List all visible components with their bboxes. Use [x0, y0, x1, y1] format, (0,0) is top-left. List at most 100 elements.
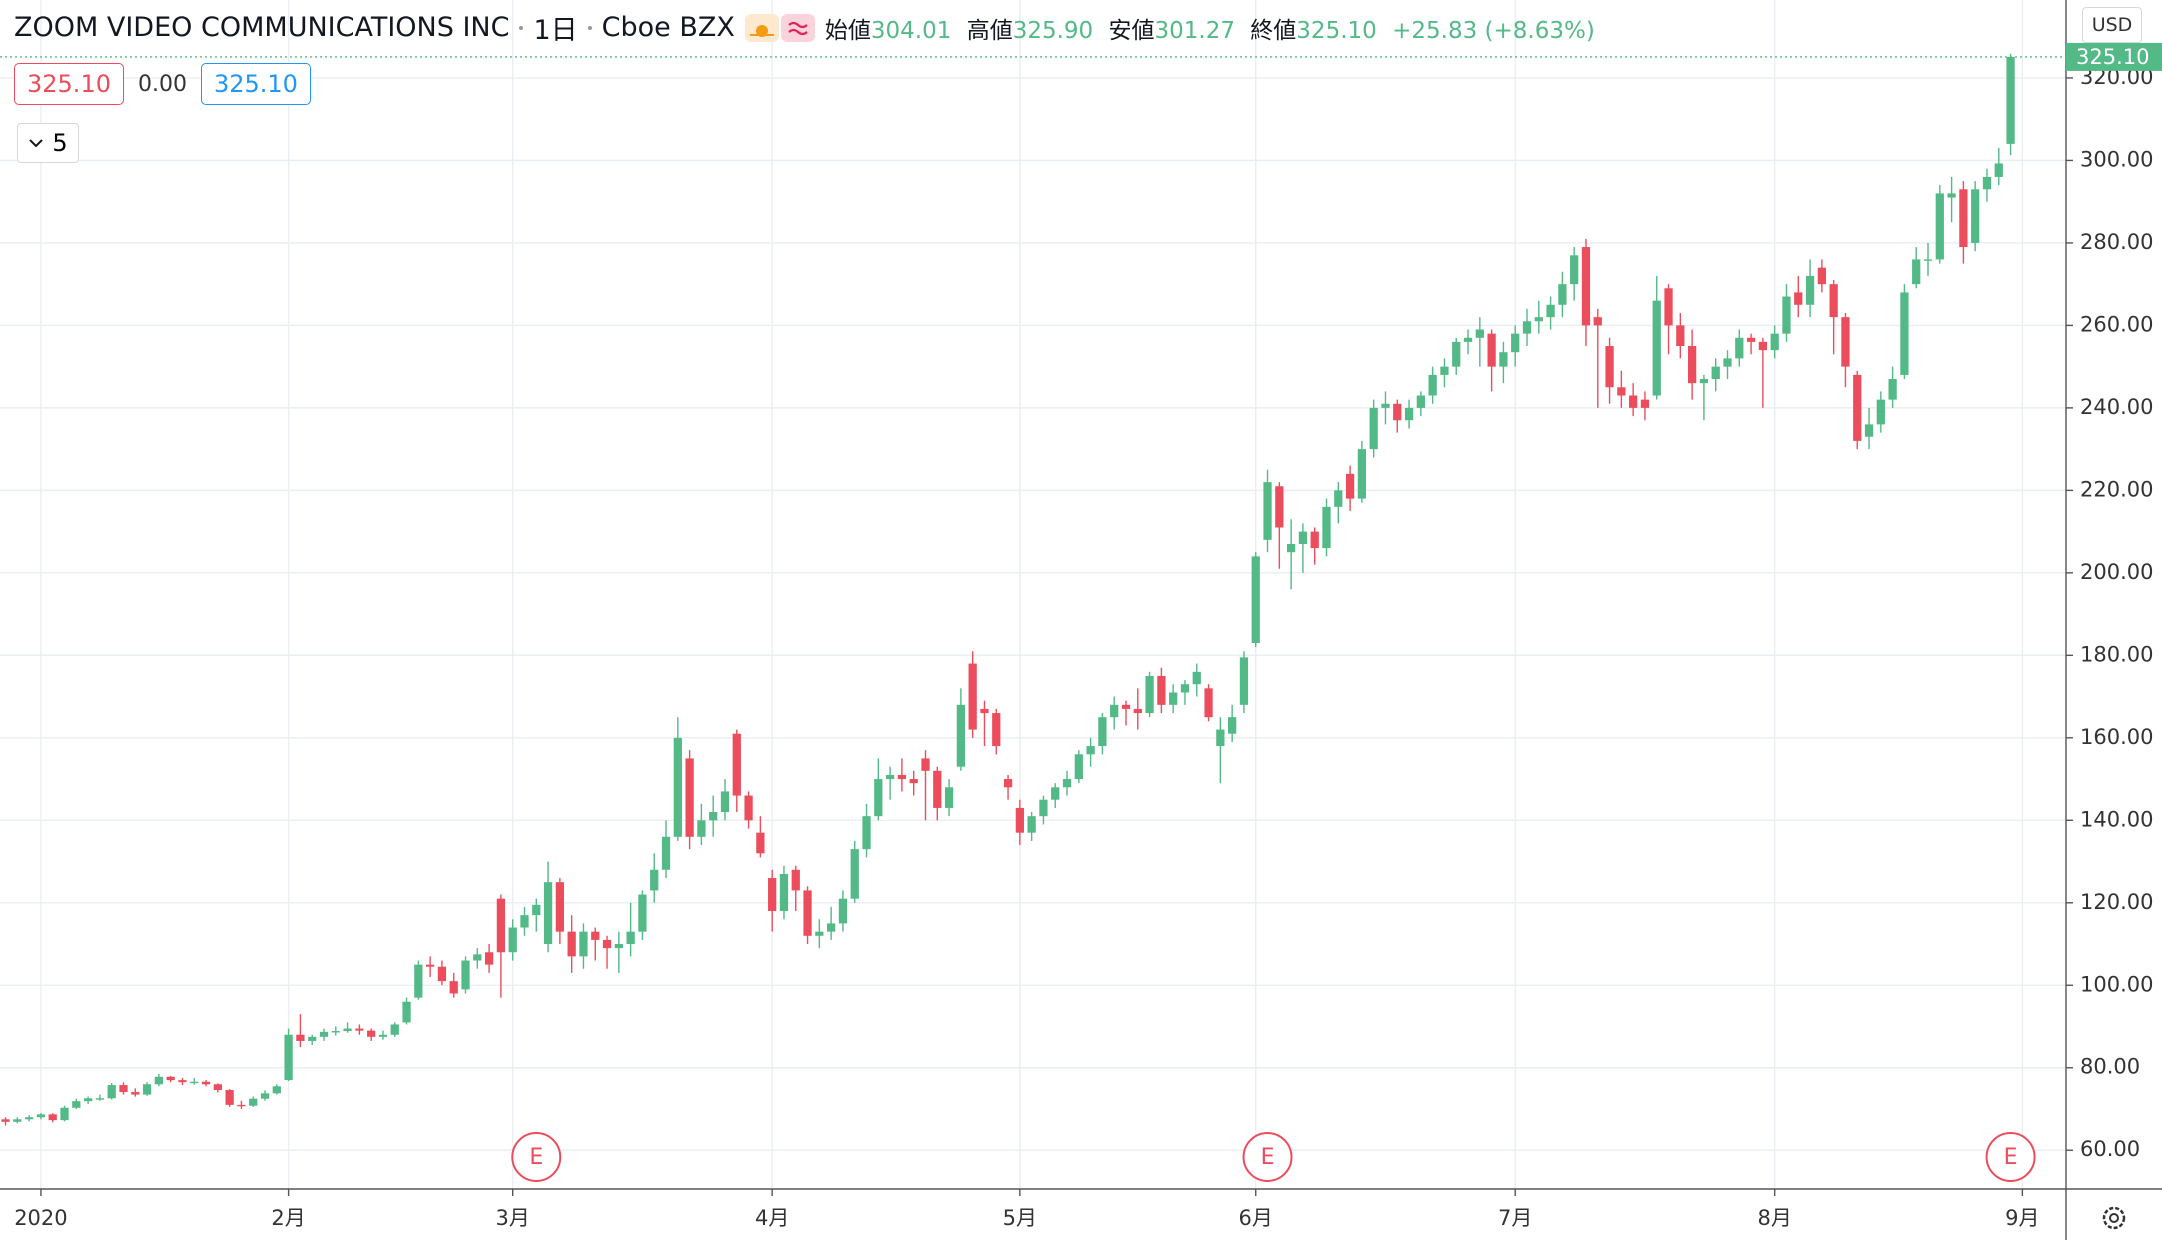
- candle-body: [1723, 358, 1732, 367]
- candle-body: [190, 1081, 199, 1084]
- y-tick-label: 140.00: [2080, 807, 2153, 831]
- candle-body: [1463, 337, 1473, 342]
- candle-body: [36, 1114, 46, 1118]
- candle-body: [473, 954, 482, 961]
- market-icon: [744, 13, 779, 42]
- candle-body: [532, 904, 541, 916]
- candle-body: [909, 779, 918, 784]
- last-price-tag: [2066, 42, 2162, 71]
- delay-icon: [780, 13, 815, 42]
- candle-body: [1511, 333, 1520, 353]
- candle-body: [1310, 531, 1319, 549]
- settings-button[interactable]: [2102, 1206, 2126, 1230]
- exchange: Cboe BZX: [601, 12, 735, 43]
- y-tick-label: 100.00: [2080, 972, 2153, 996]
- candle-body: [1758, 341, 1768, 351]
- candle-body: [319, 1031, 329, 1037]
- candle-body: [933, 770, 942, 808]
- candle-body: [1864, 424, 1874, 437]
- candle-body: [1782, 296, 1791, 334]
- candle-body: [1817, 267, 1826, 285]
- candle-body: [1876, 399, 1885, 425]
- candle-body: [1133, 708, 1142, 714]
- candle-body: [1546, 304, 1555, 318]
- candle-body: [885, 774, 895, 780]
- candle-body: [1522, 321, 1532, 334]
- candle-body: [1558, 284, 1567, 305]
- candle-body: [1794, 292, 1803, 305]
- symbol-title: ZOOM VIDEO COMMUNICATIONS INC: [14, 12, 510, 43]
- candle-body: [1617, 387, 1626, 396]
- candle-body: [1062, 779, 1072, 788]
- candle-body: [579, 931, 588, 957]
- last-price-label: 325.10: [2076, 45, 2149, 69]
- candle-body: [1487, 333, 1496, 367]
- candle-body: [1629, 395, 1638, 408]
- candle-body: [1652, 300, 1661, 396]
- studies-toggle[interactable]: 5: [17, 123, 79, 163]
- candle-body: [343, 1028, 352, 1032]
- candle-body: [956, 704, 966, 767]
- candle-body: [921, 758, 930, 771]
- interval: 1日: [533, 15, 578, 46]
- candle-body: [1298, 531, 1308, 544]
- candle-body: [1027, 816, 1036, 833]
- legend-value: 325.90: [1012, 17, 1094, 44]
- candle-body: [1180, 684, 1190, 693]
- candle-body: [1263, 482, 1272, 540]
- buy-price[interactable]: 325.10: [200, 63, 311, 105]
- candle-body: [1534, 317, 1543, 322]
- candle-body: [1216, 729, 1225, 747]
- candle-body: [402, 1001, 411, 1023]
- event-label: E: [529, 1145, 543, 1170]
- candle-body: [154, 1076, 163, 1085]
- candle-body: [1286, 543, 1296, 553]
- candle-body: [1499, 352, 1508, 367]
- gear: [2102, 1206, 2126, 1230]
- candle-body: [1322, 506, 1331, 549]
- candle-body: [331, 1031, 340, 1033]
- legend-label: 終値: [1250, 17, 1297, 44]
- candle-body: [980, 708, 989, 714]
- candle-body: [1074, 754, 1083, 780]
- candle-body: [496, 898, 506, 953]
- candle-body: [1687, 346, 1697, 384]
- candle-body: [237, 1104, 246, 1107]
- candle-body: [308, 1036, 317, 1041]
- candle-body: [591, 931, 600, 940]
- x-tick-label: 4月: [755, 1206, 789, 1230]
- candle-body: [992, 713, 1001, 747]
- y-tick-label: 220.00: [2080, 477, 2153, 501]
- candle-body: [1345, 473, 1355, 499]
- candle-body: [107, 1085, 116, 1099]
- candle-body: [1204, 688, 1213, 718]
- candle-body: [390, 1024, 399, 1035]
- candle-body: [1051, 787, 1060, 800]
- y-tick-label: 260.00: [2080, 312, 2153, 336]
- x-tick-label: 2月: [271, 1206, 305, 1230]
- currency[interactable]: USD: [2082, 7, 2142, 43]
- x-tick-label: 9月: [2005, 1206, 2039, 1230]
- candle-body: [284, 1034, 293, 1081]
- candle-body: [1746, 337, 1756, 342]
- legend-label: 高値: [966, 17, 1013, 44]
- candle-body: [1853, 374, 1862, 441]
- event-marker: [1985, 1132, 2036, 1182]
- candle-body: [661, 836, 671, 870]
- candle-body: [484, 952, 494, 965]
- legend-value: 301.27: [1154, 17, 1235, 44]
- candle-body: [1475, 329, 1484, 338]
- candle-body: [720, 791, 730, 813]
- candle-body: [1570, 255, 1579, 285]
- candle-body: [1440, 366, 1449, 375]
- candle-body: [827, 923, 836, 932]
- candle-body: [72, 1101, 81, 1108]
- candle-body: [779, 873, 789, 912]
- candle-body: [1145, 675, 1154, 714]
- candle-body: [1900, 292, 1909, 375]
- spread: 0.00: [137, 71, 187, 97]
- sell-price[interactable]: 325.10: [14, 63, 124, 105]
- candle-body: [1841, 317, 1850, 367]
- ohlc-legend: 始値304.01 高値325.90 安値301.27 終値325.10 +25.…: [825, 11, 1603, 45]
